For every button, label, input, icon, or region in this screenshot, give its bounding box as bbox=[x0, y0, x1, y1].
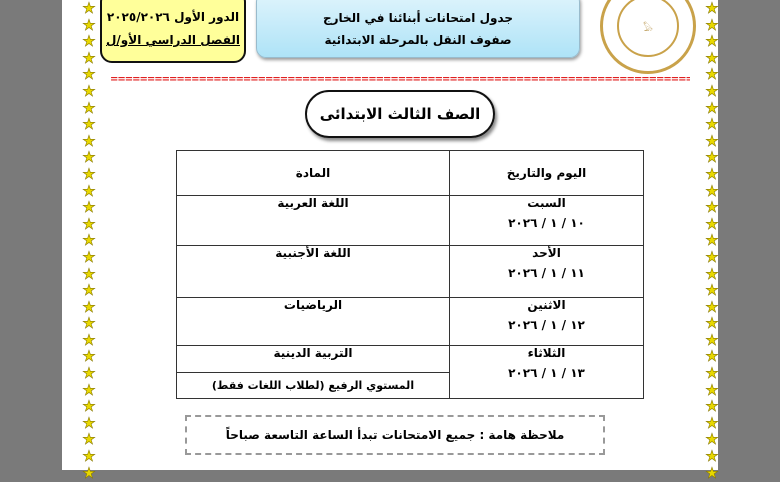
header-subtitle: صفوف النقل بالمرحلة الابتدائية bbox=[324, 33, 512, 47]
ministry-logo: 𓅃 bbox=[600, 0, 696, 74]
header-subject: المادة bbox=[176, 150, 450, 196]
table-row: الاثنين ١٢ / ١ / ٢٠٢٦ الرياضيات bbox=[176, 297, 644, 346]
subject-cell: التربية الدينية bbox=[176, 345, 450, 373]
subject-cell: المستوي الرفيع (لطلاب اللغات فقط) bbox=[176, 372, 450, 399]
day-cell: الأحد ١١ / ١ / ٢٠٢٦ bbox=[449, 245, 644, 298]
date: ١٠ / ١ / ٢٠٢٦ bbox=[508, 216, 585, 230]
header-title: جدول امتحانات أبنائنا في الخارج bbox=[322, 11, 514, 25]
subject-cell: الرياضيات bbox=[176, 297, 450, 346]
day-cell: الثلاثاء ١٣ / ١ / ٢٠٢٦ bbox=[449, 345, 644, 399]
day-cell: السبت ١٠ / ١ / ٢٠٢٦ bbox=[449, 195, 644, 246]
session-box: الدور الأول ٢٠٢٥/٢٠٢٦ الفصل الدراسي الأو… bbox=[100, 0, 246, 63]
star-border-right-icon: ★ ★ ★ ★ ★ ★ ★ ★ ★ ★ ★ ★ ★ ★ ★ ★ ★ ★ ★ ★ ★ ★ ★ ★ ★ ★ ★ ★ ★ bbox=[705, 0, 719, 482]
star-border-left-icon: ★ ★ ★ ★ ★ ★ ★ ★ ★ ★ ★ ★ ★ ★ ★ ★ ★ ★ ★ ★ ★ ★ ★ ★ ★ ★ ★ ★ ★ bbox=[82, 0, 96, 482]
day-name: الأحد bbox=[532, 246, 561, 260]
table-row: السبت ١٠ / ١ / ٢٠٢٦ اللغة العربية bbox=[176, 195, 644, 246]
date: ١١ / ١ / ٢٠٢٦ bbox=[508, 266, 585, 280]
exam-table: اليوم والتاريخ المادة السبت ١٠ / ١ / ٢٠٢٦… bbox=[176, 150, 644, 399]
subject-cell: اللغة الأجنبية bbox=[176, 245, 450, 298]
date: ١٣ / ١ / ٢٠٢٦ bbox=[508, 366, 585, 380]
table-subrow: المستوي الرفيع (لطلاب اللغات فقط) bbox=[176, 372, 644, 399]
table-header-row: اليوم والتاريخ المادة bbox=[176, 150, 644, 196]
header-box: جدول امتحانات أبنائنا في الخارج صفوف الن… bbox=[256, 0, 580, 58]
grade-title: الصف الثالث الابتدائى bbox=[305, 90, 495, 138]
note-box: ملاحظة هامة : جميع الامتحانات تبدأ الساع… bbox=[185, 415, 605, 455]
day-name: السبت bbox=[527, 196, 566, 210]
day-name: الاثنين bbox=[527, 298, 566, 312]
subject-cell: اللغة العربية bbox=[176, 195, 450, 246]
day-cell: الاثنين ١٢ / ١ / ٢٠٢٦ bbox=[449, 297, 644, 346]
date: ١٢ / ١ / ٢٠٢٦ bbox=[508, 318, 585, 332]
header-day: اليوم والتاريخ bbox=[449, 150, 644, 196]
divider: ========================================… bbox=[110, 74, 690, 85]
table-row: الثلاثاء ١٣ / ١ / ٢٠٢٦ التربية الدينية bbox=[176, 345, 644, 399]
session-year: الدور الأول ٢٠٢٥/٢٠٢٦ bbox=[106, 10, 240, 24]
day-name: الثلاثاء bbox=[527, 346, 566, 360]
table-row: الأحد ١١ / ١ / ٢٠٢٦ اللغة الأجنبية bbox=[176, 245, 644, 298]
session-term: الفصل الدراسي الأو/ل bbox=[106, 33, 240, 47]
